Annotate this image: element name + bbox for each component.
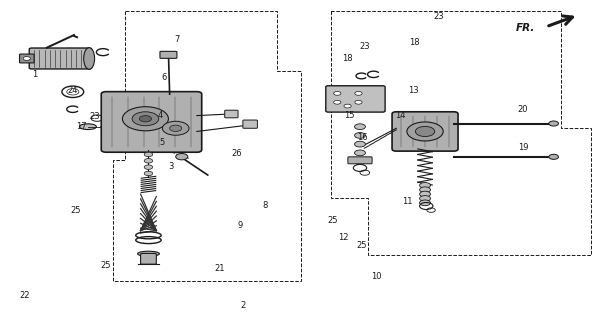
Circle shape [139,116,151,122]
FancyBboxPatch shape [326,86,385,112]
Text: 18: 18 [409,38,420,47]
FancyBboxPatch shape [19,54,34,63]
Ellipse shape [84,48,95,69]
Circle shape [176,154,188,160]
Circle shape [170,125,182,132]
FancyBboxPatch shape [348,157,372,164]
Text: 25: 25 [100,261,111,270]
FancyBboxPatch shape [140,253,156,264]
Circle shape [355,100,362,104]
Text: 3: 3 [168,162,173,171]
Circle shape [420,187,430,193]
FancyBboxPatch shape [102,92,202,152]
Circle shape [354,124,365,130]
Text: 25: 25 [70,206,80,215]
Circle shape [23,57,30,60]
Circle shape [122,107,168,131]
Text: 25: 25 [328,216,338,225]
Text: 8: 8 [262,202,268,211]
Circle shape [344,104,351,108]
Circle shape [144,165,153,169]
Text: 4: 4 [157,111,162,120]
Circle shape [354,132,365,138]
Circle shape [144,159,153,163]
Circle shape [354,141,365,147]
Circle shape [334,100,341,104]
Circle shape [420,182,430,188]
Text: 11: 11 [402,197,412,206]
Text: 23: 23 [90,112,100,121]
FancyBboxPatch shape [243,120,257,128]
Text: 14: 14 [396,111,406,120]
FancyBboxPatch shape [29,48,92,69]
Circle shape [354,150,365,156]
Text: 23: 23 [433,12,444,21]
Circle shape [144,152,153,157]
Circle shape [420,200,430,206]
Text: 24: 24 [67,86,78,95]
Text: 26: 26 [231,149,241,158]
Text: FR.: FR. [516,23,535,33]
Text: 6: 6 [161,73,166,82]
Circle shape [354,159,365,164]
Circle shape [420,191,430,197]
Text: 7: 7 [174,35,179,44]
Circle shape [549,121,559,126]
Text: 21: 21 [214,264,224,273]
Text: 17: 17 [76,122,86,131]
Text: 9: 9 [238,220,243,229]
Text: 25: 25 [356,241,367,250]
FancyBboxPatch shape [160,51,177,58]
Circle shape [334,92,341,95]
Text: 22: 22 [19,291,30,300]
Circle shape [132,112,159,126]
Text: 5: 5 [159,138,164,147]
FancyBboxPatch shape [225,110,238,118]
Circle shape [407,122,443,141]
Text: 12: 12 [338,233,348,242]
Text: 16: 16 [357,133,367,142]
Text: 13: 13 [407,86,418,95]
Text: 1: 1 [32,70,37,79]
Circle shape [162,121,189,135]
Text: 15: 15 [344,111,354,120]
Text: 18: 18 [342,54,353,63]
Ellipse shape [80,124,97,130]
Text: 20: 20 [518,105,528,114]
Circle shape [144,171,153,176]
Text: 19: 19 [518,143,528,152]
Ellipse shape [137,251,159,256]
Circle shape [415,126,435,137]
Circle shape [355,92,362,95]
Text: 23: 23 [359,42,370,51]
Text: 2: 2 [241,301,246,310]
Circle shape [549,154,559,159]
Circle shape [420,196,430,201]
Text: 10: 10 [371,272,382,281]
FancyBboxPatch shape [392,112,458,151]
